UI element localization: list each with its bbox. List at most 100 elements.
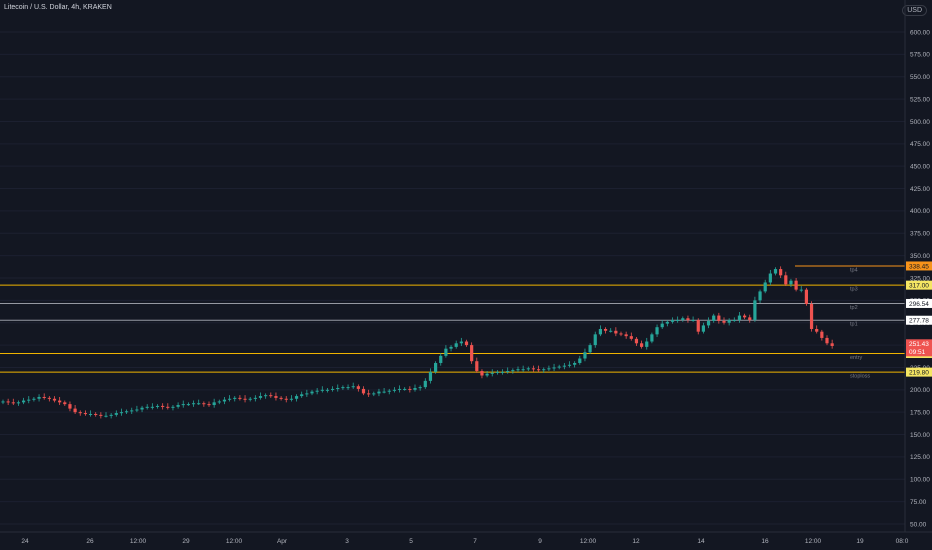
candle-body <box>485 373 489 376</box>
candle-body <box>660 323 664 328</box>
currency-button[interactable]: USD <box>902 5 927 16</box>
candle-body <box>676 320 680 322</box>
candle-body <box>552 367 556 369</box>
candle-body <box>269 395 273 397</box>
candle-body <box>542 369 546 371</box>
candle-body <box>717 315 721 321</box>
candle-body <box>377 391 381 394</box>
level-label: tp1 <box>850 322 858 328</box>
candle-body <box>109 414 113 416</box>
candle-body <box>356 386 360 389</box>
candle-body <box>325 389 330 391</box>
candle-body <box>264 395 268 397</box>
price-axis: 600.00 575.00 550.00 525.00 500.00 475.00 450.… <box>910 29 930 528</box>
candle-body <box>454 343 458 347</box>
level-price-badge-text: 277.78 <box>909 318 929 325</box>
candle-body <box>94 413 98 415</box>
candle-body <box>809 303 814 329</box>
candle-body <box>758 291 762 301</box>
x-tick-label: 12 <box>632 538 640 545</box>
y-tick-label: 550.00 <box>910 74 930 81</box>
candle-body <box>68 404 72 409</box>
y-tick-label: 200.00 <box>910 387 930 394</box>
y-tick-label: 425.00 <box>910 186 930 193</box>
candle-body <box>696 320 700 332</box>
candle-body <box>16 402 21 404</box>
candle-body <box>258 396 263 398</box>
candle-body <box>578 358 582 363</box>
candle-body <box>495 371 499 373</box>
candle-body <box>732 320 736 322</box>
candle-body <box>382 391 386 393</box>
candle-body <box>238 397 242 399</box>
candle-body <box>47 397 51 399</box>
candle-body <box>531 368 536 370</box>
level-price-badge <box>906 315 932 325</box>
candle-body <box>11 402 15 404</box>
x-tick-label: 5 <box>409 538 413 545</box>
candle-body <box>320 389 324 391</box>
candle-body <box>186 404 190 406</box>
candle-body <box>464 341 469 346</box>
candle-body <box>511 370 515 372</box>
x-tick-label: 29 <box>182 538 190 545</box>
candle-body <box>609 330 613 332</box>
candle-body <box>500 371 505 373</box>
candle-body <box>418 387 422 389</box>
level-price-badge-text: 219.80 <box>909 370 929 377</box>
y-tick-label: 450.00 <box>910 163 930 170</box>
candle-body <box>470 345 474 362</box>
candle-body <box>768 273 772 283</box>
x-tick-label: 08:0 <box>896 538 909 545</box>
x-tick-label: 12:00 <box>580 538 597 545</box>
candle-body <box>567 364 572 366</box>
y-tick-label: 325.00 <box>910 275 930 282</box>
candle-body <box>789 280 793 285</box>
candle-body <box>562 365 566 367</box>
candle-body <box>78 412 82 414</box>
candle-body <box>351 386 355 388</box>
level-label: tp4 <box>850 267 858 273</box>
candle-body <box>310 391 314 394</box>
candle-body <box>27 399 31 401</box>
level-price-badge-text: 338.45 <box>909 263 929 270</box>
candle-body <box>665 321 669 324</box>
candle-body <box>650 334 654 342</box>
candle-body <box>212 402 216 406</box>
candle-body <box>428 371 433 381</box>
x-tick-label: 12:00 <box>805 538 822 545</box>
candle-body <box>289 398 293 400</box>
candle-body <box>284 398 288 400</box>
candle-body <box>387 390 391 392</box>
candle-body <box>197 403 201 405</box>
candle-body <box>547 368 551 370</box>
countdown-text: 09:51 <box>909 349 926 356</box>
candle-body <box>670 320 675 322</box>
candle-body <box>614 330 618 334</box>
level-price-badge <box>906 280 932 290</box>
level-price-badge-text: 317.00 <box>909 283 929 290</box>
candle-body <box>1 401 5 403</box>
y-tick-label: 100.00 <box>910 477 930 484</box>
y-tick-label: 175.00 <box>910 409 930 416</box>
candle-body <box>135 409 139 411</box>
candle-body <box>434 362 438 372</box>
candle-body <box>712 315 716 321</box>
candle-body <box>686 318 690 321</box>
candle-body <box>42 396 46 398</box>
price-badges: 338.45317.00296.54277.78240.61219.80251.… <box>906 261 932 377</box>
candle-body <box>722 320 726 323</box>
candle-body <box>315 390 319 392</box>
candle-body <box>305 393 309 395</box>
x-tick-label: 9 <box>538 538 542 545</box>
candle-body <box>99 414 103 416</box>
candle-body <box>763 282 767 292</box>
candle-body <box>253 397 257 399</box>
candle-body <box>392 389 396 391</box>
candle-body <box>161 405 165 407</box>
candle-body <box>279 397 283 399</box>
candle-body <box>537 369 541 371</box>
candle-body <box>655 327 659 335</box>
candle-body <box>681 318 685 321</box>
